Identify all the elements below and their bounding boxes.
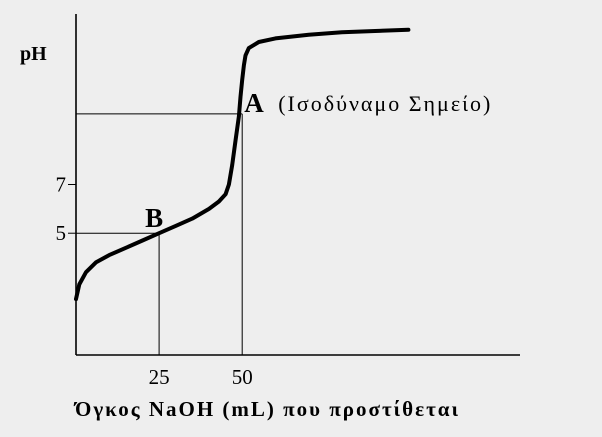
reference-lines — [76, 113, 243, 355]
point-note-a: (Ισοδύναμο Σημείο) — [278, 91, 492, 116]
y-tick-label: 7 — [56, 173, 67, 197]
tick-labels: 25 50 5 7 — [56, 173, 253, 390]
point-label-b: B — [145, 203, 163, 233]
y-axis-label: pH — [20, 43, 47, 65]
x-tick-label: 25 — [149, 365, 170, 389]
titration-curve — [74, 27, 411, 301]
y-tick-label: 5 — [56, 221, 67, 245]
x-tick-label: 50 — [232, 365, 253, 389]
point-labels: A (Ισοδύναμο Σημείο) B — [145, 88, 492, 233]
x-axis-label: Όγκος NaOH (mL) που προστίθεται — [73, 397, 460, 421]
point-label-a: A — [244, 88, 264, 118]
